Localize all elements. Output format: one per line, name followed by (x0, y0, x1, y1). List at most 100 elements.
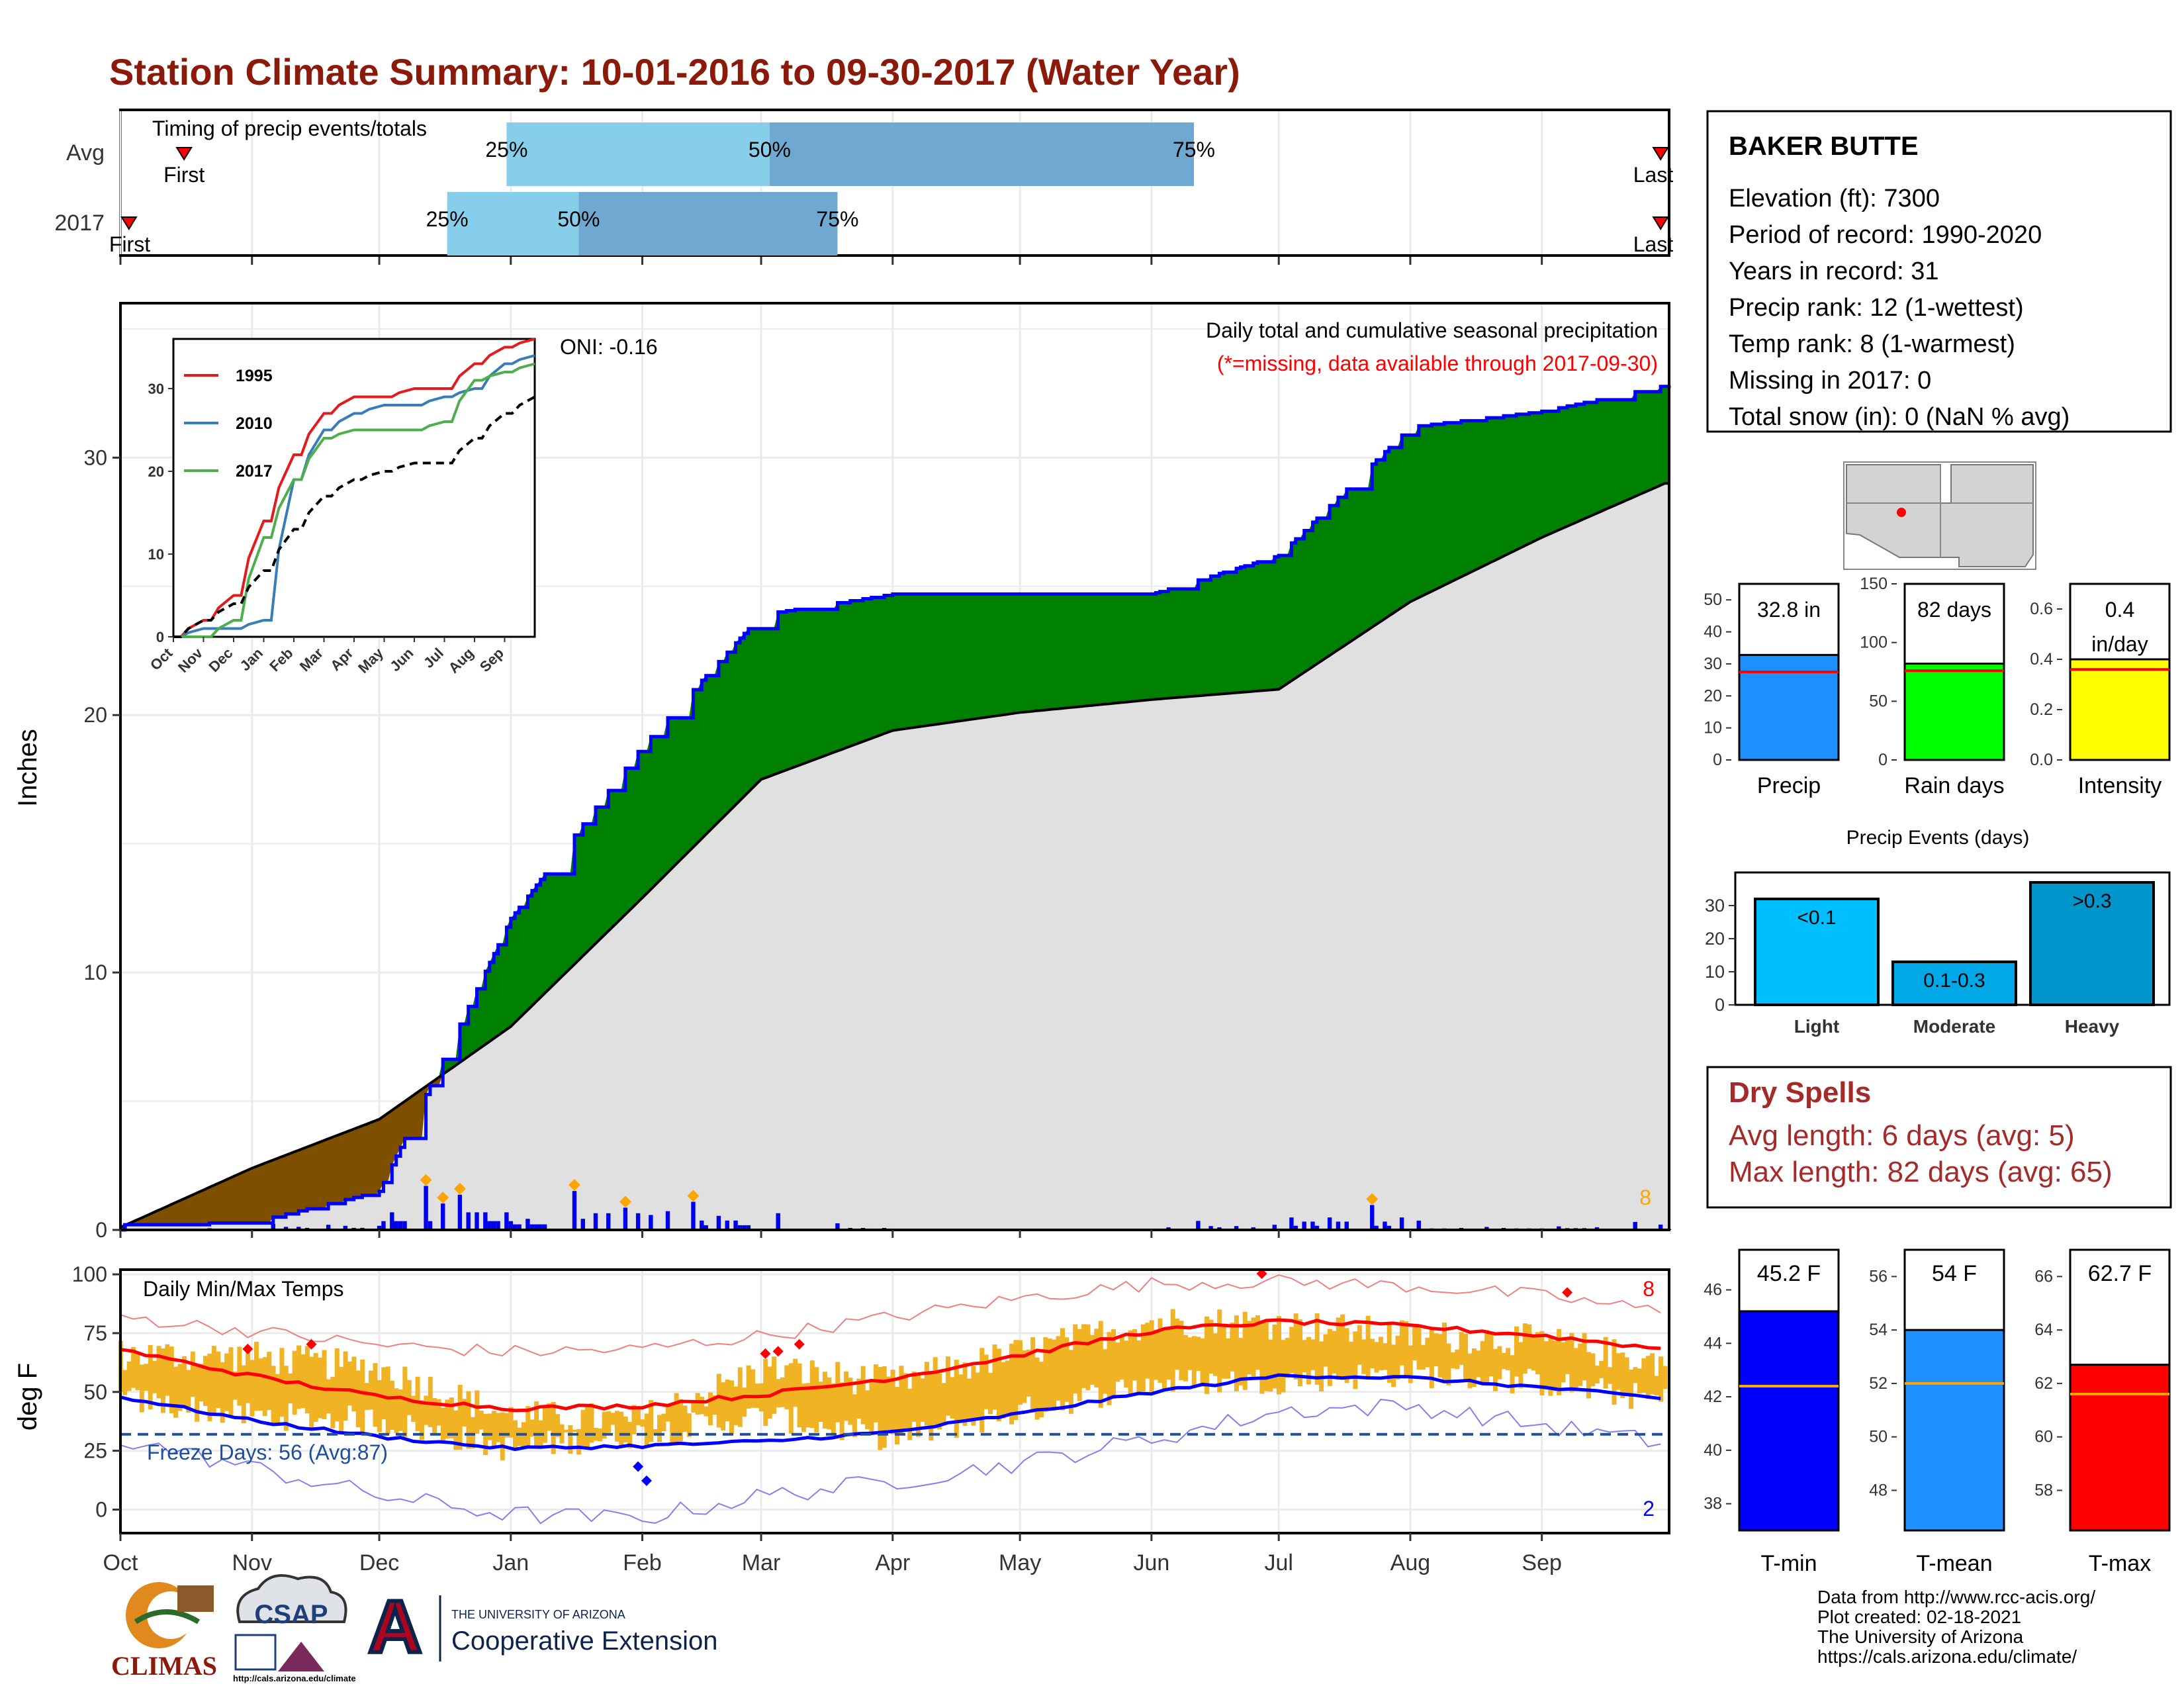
daily-temp-range-bar (614, 1411, 619, 1442)
daily-temp-range-bar (1620, 1352, 1625, 1399)
daily-temp-range-bar (1221, 1323, 1226, 1379)
tmax-extreme-marker (1256, 1268, 1267, 1280)
temp-panel: Daily Min/Max Temps 8 2 Freeze Days: 56 … (13, 1262, 1670, 1575)
daily-precip-bar (326, 1225, 331, 1230)
daily-temp-range-bar (271, 1366, 276, 1423)
daily-temp-range-bar (1658, 1356, 1663, 1402)
daily-temp-range-bar (878, 1366, 883, 1450)
daily-temp-range-bar (1569, 1333, 1574, 1393)
daily-precip-bar (475, 1212, 479, 1230)
temp-bar-y-tick: 50 (1869, 1428, 1888, 1446)
daily-temp-range-bar (177, 1364, 183, 1411)
daily-temp-range-bar (1404, 1321, 1409, 1379)
daily-temp-range-bar (1052, 1339, 1057, 1411)
daily-precip-bar (1327, 1217, 1332, 1230)
inset-legend-label: 1995 (236, 367, 273, 385)
daily-temp-range-bar (360, 1359, 365, 1432)
daily-temp-range-bar (228, 1347, 234, 1415)
temp-bar-y-tick: 56 (1869, 1267, 1888, 1286)
daily-temp-range-bar (1641, 1358, 1647, 1393)
daily-temp-range-bar (1293, 1313, 1298, 1380)
daily-temp-range-bar (173, 1366, 179, 1418)
daily-temp-range-bar (547, 1403, 552, 1431)
avg-tmax-line (120, 1318, 1661, 1413)
daily-precip-bar (381, 1221, 386, 1230)
daily-temp-range-bar (347, 1361, 352, 1406)
inset-series-line (173, 395, 535, 638)
daily-temp-range-bar (1310, 1339, 1316, 1370)
daily-precip-bar (665, 1211, 670, 1230)
daily-temp-range-bar (1200, 1338, 1205, 1387)
summary-bar-y-tick: 50 (1869, 692, 1888, 710)
daily-temp-range-bar (1170, 1309, 1175, 1392)
daily-temp-range-bar (186, 1370, 191, 1413)
daily-temp-range-bar (1557, 1329, 1562, 1395)
daily-temp-range-bar (1047, 1338, 1052, 1409)
daily-temp-range-bar (152, 1360, 158, 1393)
timing-panel: Timing of precip events/totals Avg 2017 … (54, 109, 1673, 265)
timing-bar-q1 (447, 192, 579, 256)
timing-p75-label: 75% (816, 207, 858, 231)
daily-temp-range-bar (551, 1401, 556, 1454)
daily-temp-range-bar (941, 1383, 946, 1424)
month-tick-label: Oct (103, 1550, 138, 1575)
daily-temp-range-bar (1242, 1311, 1248, 1390)
month-tick-label: Sep (1522, 1550, 1562, 1575)
daily-precip-bar (487, 1221, 492, 1230)
month-tick-label: Apr (875, 1550, 910, 1575)
summary-bar-value-label: 32.8 in (1757, 598, 1821, 622)
daily-temp-range-bar (181, 1356, 187, 1407)
daily-temp-range-bar (1306, 1336, 1311, 1385)
ua-logo-large-text: Cooperative Extension (451, 1626, 717, 1656)
daily-temp-range-bar (517, 1427, 522, 1446)
daily-temp-range-bar (695, 1393, 700, 1415)
daily-temp-range-bar (288, 1373, 293, 1404)
daily-temp-range-bar (1590, 1353, 1596, 1387)
daily-precip-bar (1208, 1226, 1213, 1230)
daily-temp-range-bar (1488, 1333, 1494, 1377)
daily-temp-range-bar (1158, 1318, 1163, 1383)
summary-bar-label: Rain days (1904, 773, 2004, 798)
daily-temp-range-bar (971, 1366, 976, 1426)
daily-temp-range-bar (1230, 1322, 1235, 1372)
daily-precip-bar (424, 1186, 428, 1230)
daily-temp-range-bar (1034, 1357, 1040, 1420)
daily-temp-range-bar (1455, 1349, 1460, 1370)
daily-temp-range-bar (441, 1407, 446, 1441)
temp-y-tick-label: 50 (83, 1380, 107, 1404)
daily-temp-range-bar (504, 1413, 510, 1438)
daily-temp-range-bar (818, 1382, 823, 1422)
temp-bar-y-tick: 48 (1869, 1481, 1888, 1499)
daily-temp-range-bar (160, 1348, 165, 1413)
daily-precip-bar (1557, 1226, 1561, 1230)
daily-temp-range-bar (640, 1419, 645, 1427)
daily-temp-range-bar (224, 1353, 230, 1411)
inset-y-tick-label: 20 (148, 463, 164, 480)
daily-temp-range-bar (1128, 1330, 1133, 1397)
temp-bar-y-tick: 38 (1704, 1495, 1722, 1513)
daily-temp-range-bar (1056, 1336, 1061, 1401)
daily-temp-range-bar (1539, 1331, 1545, 1395)
daily-temp-range-bar (1111, 1329, 1116, 1399)
daily-temp-range-bar (644, 1413, 649, 1446)
summary-bar-y-tick: 0.6 (2030, 600, 2053, 618)
summary-bar-value-label: 82 days (1917, 598, 1991, 622)
daily-precip-bar (504, 1212, 509, 1230)
daily-temp-range-bar (1467, 1353, 1473, 1389)
credit-line-source: Data from http://www.rcc-acis.org/ (1817, 1587, 2095, 1607)
daily-temp-range-bar (1132, 1329, 1138, 1381)
daily-temp-range-bar (1518, 1342, 1524, 1389)
daily-temp-range-bar (844, 1371, 849, 1421)
daily-precip-bar (649, 1215, 653, 1230)
daily-temp-range-bar (784, 1365, 790, 1409)
daily-temp-range-bar (351, 1356, 357, 1412)
daily-temp-range-bar (216, 1351, 221, 1408)
daily-temp-range-bar (267, 1352, 272, 1411)
daily-temp-range-bar (419, 1400, 424, 1440)
daily-temp-range-bar (1001, 1362, 1006, 1419)
daily-temp-range-bar (1043, 1337, 1048, 1412)
daily-temp-range-bar (436, 1399, 441, 1426)
daily-precip-bar (1314, 1225, 1320, 1230)
daily-temp-range-bar (1484, 1330, 1490, 1385)
